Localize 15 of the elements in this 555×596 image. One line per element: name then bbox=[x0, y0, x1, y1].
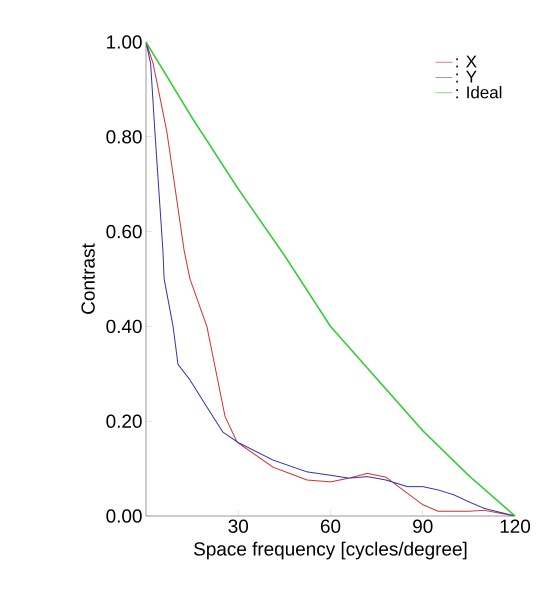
x-tick-label: 30 bbox=[228, 520, 248, 533]
y-tick-label: 0.20 bbox=[106, 414, 142, 428]
y-tick-label: 0.00 bbox=[106, 509, 142, 523]
legend-label: : Y bbox=[456, 70, 477, 82]
x-tick-label: 90 bbox=[413, 520, 433, 533]
x-axis-title: Space frequency [cycles/degree] bbox=[194, 542, 466, 560]
x-tick-label: 60 bbox=[320, 520, 340, 533]
legend-label: : Ideal bbox=[456, 86, 502, 98]
x-tick-label: 120 bbox=[500, 520, 530, 533]
y-axis-title: Contrast bbox=[81, 243, 95, 314]
legend-label: : X bbox=[456, 56, 477, 68]
y-tick-label: 0.40 bbox=[106, 320, 142, 334]
y-tick-label: 0.60 bbox=[106, 224, 142, 238]
y-tick-label: 0.80 bbox=[106, 130, 142, 144]
y-tick-label: 1.00 bbox=[107, 35, 142, 49]
